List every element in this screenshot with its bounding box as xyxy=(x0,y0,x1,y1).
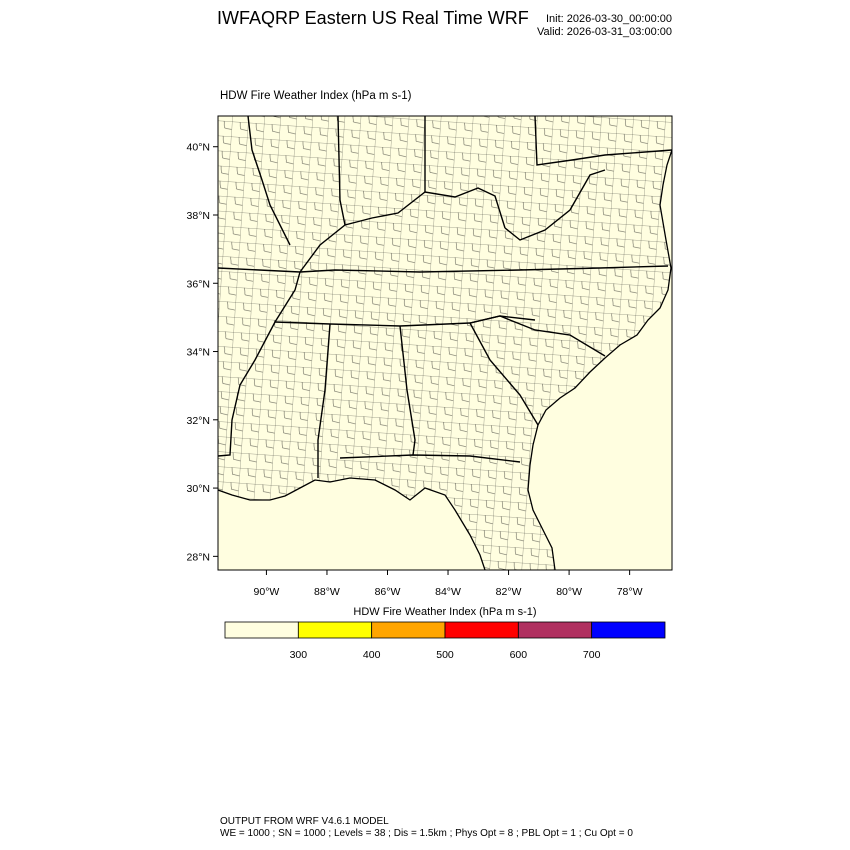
colorbar-label: 300 xyxy=(290,649,308,661)
run-times: Init: 2026-03-30_00:00:00 Valid: 2026-03… xyxy=(537,13,672,39)
colorbar-bin xyxy=(297,621,373,639)
colorbar-title: HDW Fire Weather Index (hPa m s-1) xyxy=(353,606,537,618)
colorbar-label: 400 xyxy=(363,649,381,661)
lat-tick-label: 30°N xyxy=(187,483,210,495)
lon-tick-label: 86°W xyxy=(375,586,401,598)
land-counties xyxy=(218,116,672,570)
lat-tick-label: 38°N xyxy=(187,210,210,222)
colorbar-label: 600 xyxy=(510,649,528,661)
lat-tick-label: 36°N xyxy=(187,278,210,290)
init-time: Init: 2026-03-30_00:00:00 xyxy=(546,13,672,25)
lat-tick-label: 40°N xyxy=(187,142,210,154)
plot-title: IWFAQRP Eastern US Real Time WRF xyxy=(217,8,529,28)
longitude-axis: 90°W 88°W 86°W 84°W 82°W 80°W 78°W xyxy=(254,570,643,598)
map-frame xyxy=(217,115,673,571)
colorbar: 300 400 500 600 700 xyxy=(224,621,666,661)
lon-tick-label: 82°W xyxy=(496,586,522,598)
colorbar-bin xyxy=(224,621,299,639)
footer-line-1: OUTPUT FROM WRF V4.6.1 MODEL xyxy=(220,816,389,827)
model-footer: OUTPUT FROM WRF V4.6.1 MODEL WE = 1000 ;… xyxy=(220,816,633,840)
lon-tick-label: 80°W xyxy=(556,586,582,598)
field-subtitle: HDW Fire Weather Index (hPa m s-1) xyxy=(220,90,412,102)
map-features xyxy=(218,116,672,570)
lat-tick-label: 34°N xyxy=(187,347,210,359)
lon-tick-label: 90°W xyxy=(254,586,280,598)
footer-line-2: WE = 1000 ; SN = 1000 ; Levels = 38 ; Di… xyxy=(220,828,633,839)
coastline xyxy=(218,149,672,570)
colorbar-label: 500 xyxy=(436,649,454,661)
lon-tick-label: 78°W xyxy=(617,586,643,598)
colorbar-bin xyxy=(591,621,666,639)
valid-time: Valid: 2026-03-31_03:00:00 xyxy=(537,26,672,38)
lon-tick-label: 88°W xyxy=(314,586,340,598)
colorbar-bin xyxy=(517,621,593,639)
lat-tick-label: 32°N xyxy=(187,415,210,427)
latitude-axis: 40°N 38°N 36°N 34°N 32°N 30°N 28°N xyxy=(187,142,218,563)
colorbar-bin xyxy=(371,621,446,639)
colorbar-bin xyxy=(444,621,519,639)
lat-tick-label: 28°N xyxy=(187,551,210,563)
lon-tick-label: 84°W xyxy=(435,586,461,598)
colorbar-label: 700 xyxy=(583,649,601,661)
state-boundaries xyxy=(218,116,672,478)
